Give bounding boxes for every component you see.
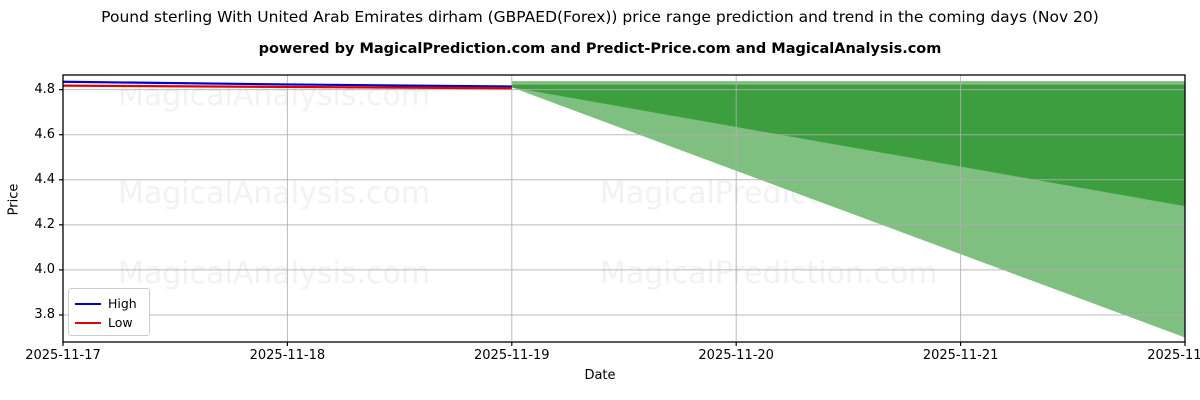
x-tick-label: 2025-11-20: [698, 348, 774, 363]
legend-item-high[interactable]: High: [75, 294, 143, 313]
chart-title: Pound sterling With United Arab Emirates…: [101, 8, 1099, 26]
chart-subtitle: powered by MagicalPrediction.com and Pre…: [258, 41, 942, 57]
x-tick-label: 2025-11-22: [1147, 348, 1200, 363]
y-tick-label: 4.2: [34, 216, 55, 232]
y-tick-label: 4.4: [34, 171, 55, 187]
x-tick-label: 2025-11-21: [922, 348, 999, 363]
legend-label-high: High: [108, 295, 137, 311]
x-tick-label: 2025-11-18: [249, 348, 326, 363]
legend-swatch-high: [75, 302, 101, 305]
legend-label-low: Low: [108, 314, 133, 330]
y-tick-label: 3.8: [34, 306, 55, 322]
x-tick-label: 2025-11-17: [25, 348, 101, 363]
chart-legend[interactable]: High Low: [68, 288, 150, 336]
y-tick-label: 4.8: [34, 81, 55, 97]
x-axis-label: Date: [584, 368, 616, 383]
y-tick-label: 4.6: [34, 126, 55, 142]
legend-swatch-low: [75, 321, 101, 324]
legend-item-low[interactable]: Low: [75, 313, 143, 332]
y-tick-label: 4.0: [34, 261, 55, 277]
x-tick-label: 2025-11-19: [474, 348, 550, 363]
